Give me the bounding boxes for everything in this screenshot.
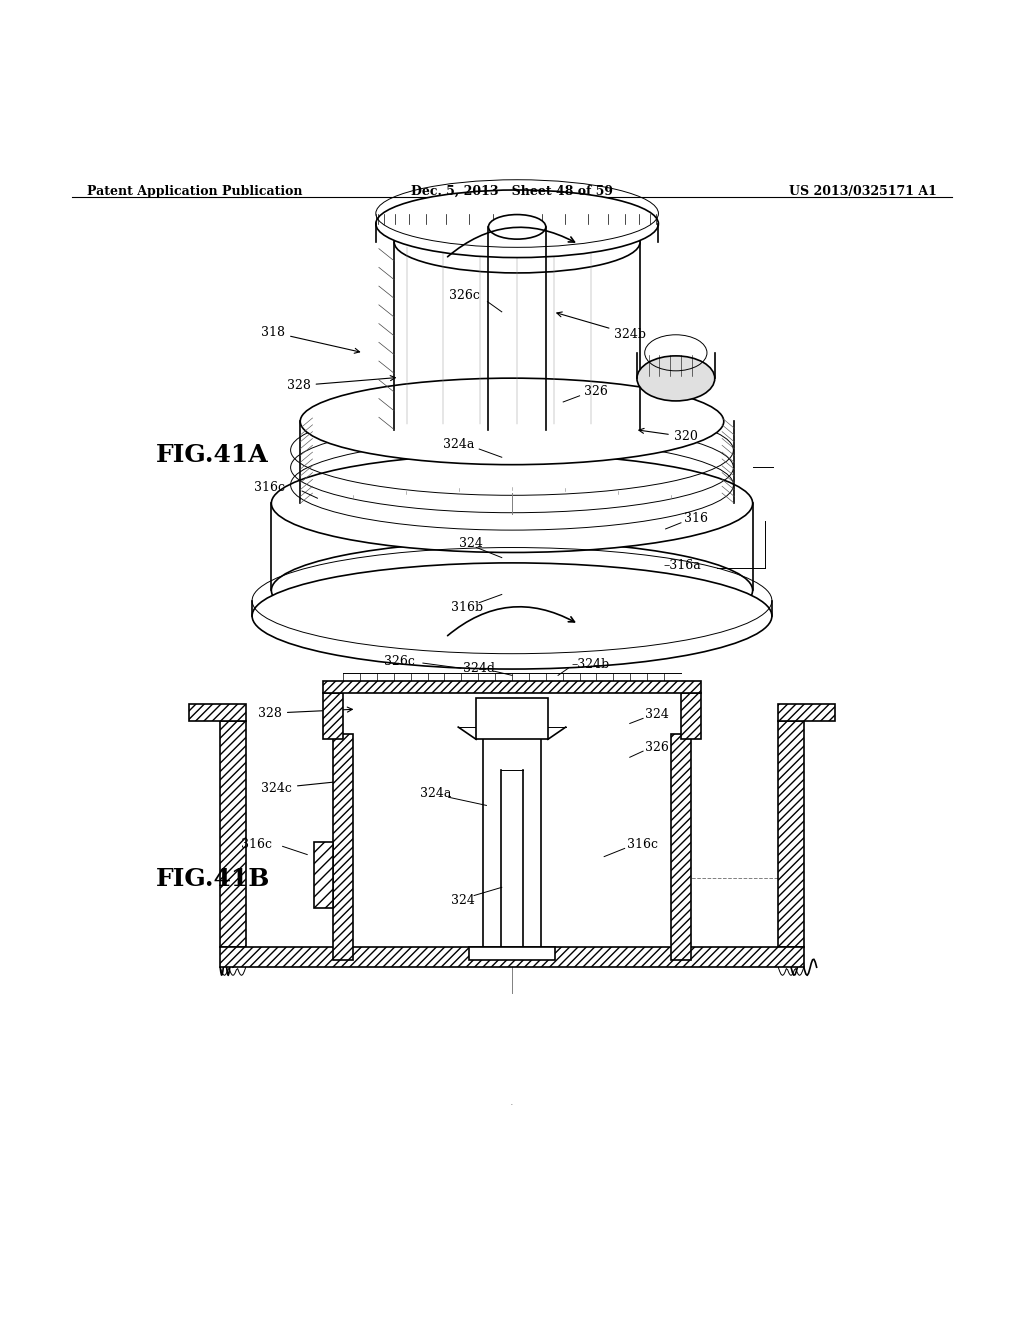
Bar	[333, 734, 353, 960]
Text: 324: 324	[451, 894, 474, 907]
Text: 326: 326	[584, 385, 607, 399]
Text: US 2013/0325171 A1: US 2013/0325171 A1	[790, 185, 937, 198]
Text: 328: 328	[287, 376, 395, 392]
Bar	[323, 693, 343, 739]
Text: 316c: 316c	[254, 482, 285, 495]
Bar	[220, 946, 804, 968]
Bar	[681, 693, 701, 739]
Bar	[469, 948, 555, 960]
Text: 326c: 326c	[449, 289, 479, 302]
Ellipse shape	[300, 378, 724, 465]
Bar	[314, 842, 333, 908]
Ellipse shape	[637, 356, 715, 401]
Text: 326: 326	[645, 741, 669, 754]
Text: 328: 328	[258, 706, 352, 719]
Text: FIG.41A: FIG.41A	[156, 444, 268, 467]
Text: 316c: 316c	[241, 838, 271, 851]
Text: Dec. 5, 2013   Sheet 48 of 59: Dec. 5, 2013 Sheet 48 of 59	[411, 185, 613, 198]
Bar	[189, 704, 246, 722]
Ellipse shape	[394, 211, 640, 273]
Text: 316c: 316c	[627, 838, 657, 851]
Text: 318: 318	[261, 326, 359, 354]
Text: –324b: –324b	[571, 657, 609, 671]
Ellipse shape	[488, 215, 546, 239]
Text: .: .	[510, 1097, 514, 1107]
Bar	[220, 722, 246, 946]
Ellipse shape	[271, 454, 753, 553]
Text: Patent Application Publication: Patent Application Publication	[87, 185, 302, 198]
Text: 316b: 316b	[451, 602, 482, 614]
Bar	[476, 698, 548, 739]
Bar	[778, 722, 804, 946]
Text: 324c: 324c	[261, 779, 342, 795]
Text: 324: 324	[645, 708, 669, 721]
Text: 320: 320	[639, 429, 697, 444]
Ellipse shape	[271, 541, 753, 639]
Text: 324a: 324a	[420, 787, 452, 800]
Text: 324a: 324a	[443, 438, 475, 451]
Bar	[778, 704, 835, 722]
Text: 324d: 324d	[463, 661, 495, 675]
Ellipse shape	[252, 562, 772, 669]
Text: 324: 324	[459, 537, 482, 549]
Text: 324b: 324b	[557, 312, 646, 341]
Bar	[323, 681, 701, 693]
Text: FIG.41B: FIG.41B	[156, 867, 270, 891]
Bar	[671, 734, 691, 960]
Text: –316a: –316a	[664, 560, 701, 573]
Ellipse shape	[376, 190, 658, 257]
Text: 326c: 326c	[384, 655, 415, 668]
Text: 316: 316	[684, 512, 708, 525]
